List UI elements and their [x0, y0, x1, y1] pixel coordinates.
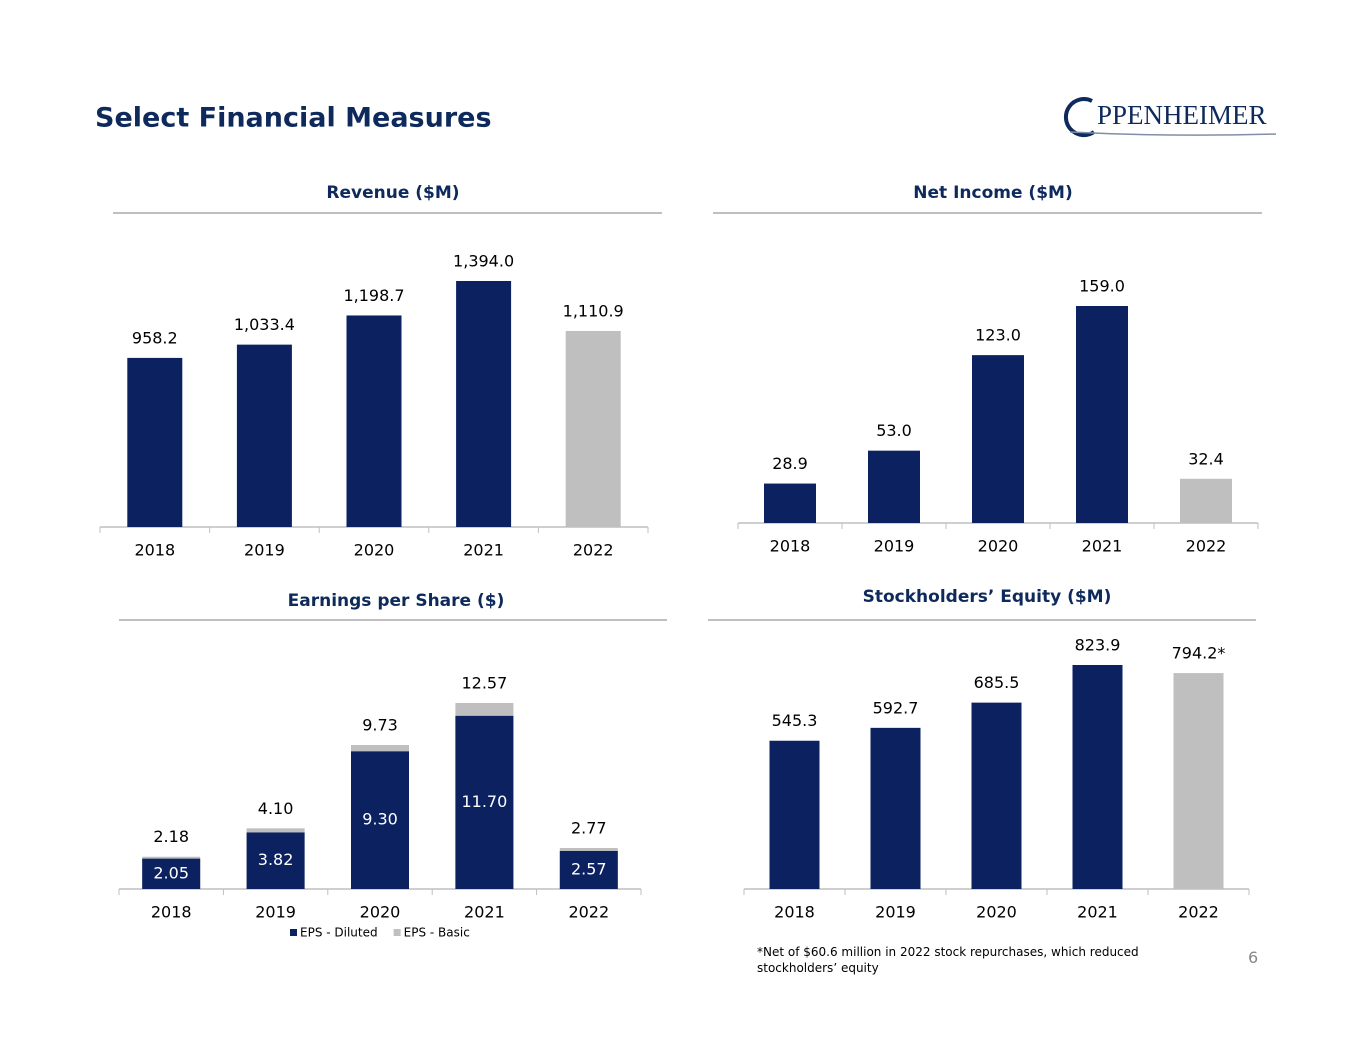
- x-tick-label: 2020: [360, 903, 401, 922]
- data-label: 9.73: [362, 716, 398, 735]
- data-label: 12.57: [461, 674, 507, 693]
- bar: [351, 751, 409, 889]
- bar: [127, 357, 183, 527]
- logo-swoosh: [1069, 131, 1277, 136]
- x-tick-label: 2019: [244, 541, 285, 560]
- bar: [559, 850, 618, 889]
- x-tick-label: 2019: [874, 537, 915, 556]
- x-tick-label: 2022: [568, 903, 609, 922]
- legend-swatch: [393, 929, 401, 936]
- data-label: 2.57: [571, 859, 607, 878]
- x-tick-label: 2018: [774, 903, 815, 922]
- data-label: 2.77: [571, 819, 607, 838]
- slide-title: Select Financial Measures: [95, 103, 492, 134]
- data-label: 4.10: [258, 799, 294, 818]
- x-tick-label: 2019: [255, 903, 296, 922]
- data-label: 1,394.0: [453, 252, 514, 271]
- chart-title: Earnings per Share ($): [288, 591, 505, 611]
- data-label: 823.9: [1075, 636, 1121, 655]
- data-label: 53.0: [876, 421, 912, 440]
- x-tick-label: 2022: [1186, 537, 1227, 556]
- data-label: 794.2*: [1172, 644, 1226, 663]
- data-label: 11.70: [461, 792, 507, 811]
- bar: [1180, 478, 1232, 523]
- data-label: 958.2: [132, 328, 178, 347]
- x-tick-label: 2021: [463, 541, 504, 560]
- data-label: 123.0: [975, 326, 1021, 345]
- chart: Revenue ($M) 2018 2019 2020 2021 2022 958.2 1,0…: [99, 183, 662, 560]
- data-label: 2.05: [153, 863, 189, 882]
- chart: Earnings per Share ($) 2018 2019 2020 2021 20…: [118, 591, 667, 940]
- logo-o: [1063, 97, 1096, 138]
- data-label: 1,033.4: [234, 315, 295, 334]
- bar: [456, 281, 512, 527]
- x-tick-label: 2019: [875, 903, 916, 922]
- bar: [1076, 306, 1128, 523]
- bar: [764, 483, 816, 523]
- logo-text: PPENHEIMER: [1097, 100, 1267, 130]
- page-number: 6: [1248, 948, 1259, 967]
- data-label: 592.7: [873, 698, 919, 717]
- legend-label: EPS - Basic: [404, 926, 470, 940]
- bar: [455, 715, 514, 889]
- data-label: 3.82: [258, 850, 294, 869]
- bar: [246, 832, 305, 889]
- bar: [769, 740, 820, 889]
- chart-title: Revenue ($M): [326, 183, 459, 203]
- bar: [1072, 665, 1123, 889]
- x-tick-label: 2020: [978, 537, 1019, 556]
- x-tick-label: 2020: [976, 903, 1017, 922]
- x-tick-label: 2021: [1077, 903, 1118, 922]
- bar: [971, 702, 1022, 889]
- bar: [868, 450, 920, 523]
- bar: [1173, 673, 1224, 889]
- chart: Net Income ($M) 2018 2019 2020 2021 2022 28.9 5…: [713, 183, 1262, 556]
- data-label: 1,198.7: [343, 286, 404, 305]
- legend-swatch: [290, 929, 297, 936]
- data-label: 9.30: [362, 810, 398, 829]
- bar: [346, 315, 402, 527]
- bar: [236, 344, 292, 527]
- footnote: *Net of $60.6 million in 2022 stock repu…: [757, 945, 1139, 975]
- bar: [972, 355, 1024, 523]
- data-label: 1,110.9: [563, 301, 624, 320]
- bar: [870, 727, 921, 889]
- data-label: 2.18: [153, 827, 189, 846]
- data-label: 28.9: [772, 454, 808, 473]
- legend-label: EPS - Diluted: [300, 926, 378, 940]
- data-label: 685.5: [974, 673, 1020, 692]
- x-tick-label: 2022: [573, 541, 614, 560]
- data-label: 545.3: [772, 711, 818, 730]
- chart-title: Stockholders’ Equity ($M): [863, 587, 1112, 607]
- bar: [565, 330, 621, 527]
- x-tick-label: 2018: [770, 537, 811, 556]
- logo: PPENHEIMER: [1063, 97, 1277, 138]
- x-tick-label: 2018: [151, 903, 192, 922]
- data-label: 32.4: [1188, 449, 1224, 468]
- chart: Stockholders’ Equity ($M) 2018 2019 2020 202…: [708, 587, 1256, 922]
- x-tick-label: 2021: [464, 903, 505, 922]
- data-label: 159.0: [1079, 277, 1125, 296]
- x-tick-label: 2021: [1082, 537, 1123, 556]
- x-tick-label: 2020: [354, 541, 395, 560]
- x-tick-label: 2022: [1178, 903, 1219, 922]
- chart-title: Net Income ($M): [913, 183, 1072, 203]
- bar: [142, 858, 201, 889]
- x-tick-label: 2018: [134, 541, 175, 560]
